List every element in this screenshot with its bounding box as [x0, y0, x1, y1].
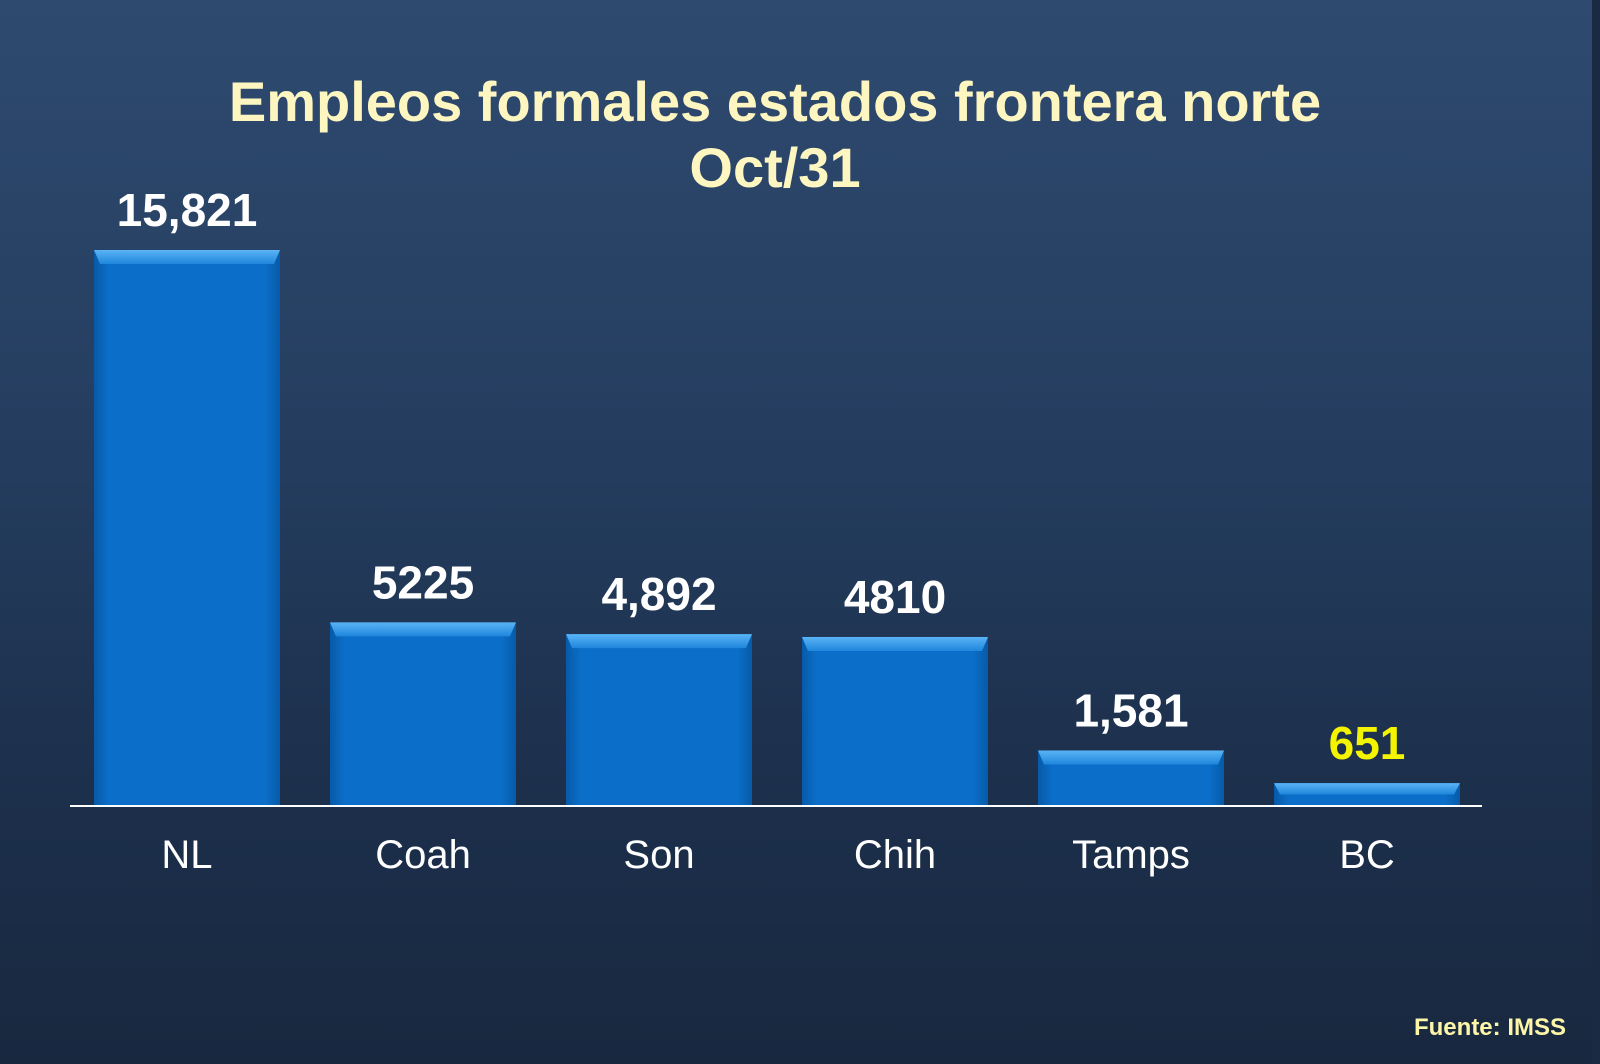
bar-body-nl: [94, 250, 280, 806]
category-label-chih: Chih: [854, 833, 936, 877]
bar-bevel-bc: [1274, 783, 1460, 795]
value-label-bc: 651: [1329, 717, 1406, 769]
chart-subtitle: Oct/31: [689, 136, 861, 199]
chart-title: Empleos formales estados frontera norte: [228, 70, 1322, 133]
value-label-chih: 4810: [844, 571, 946, 623]
bar-chih: [802, 636, 988, 806]
source-note: Fuente: IMSS: [1413, 1014, 1566, 1041]
value-label-tamps: 1,581: [1073, 684, 1188, 736]
bar-bevel-son: [566, 634, 752, 649]
bar-body-coah: [330, 622, 516, 806]
slide-edge: [1592, 0, 1600, 1064]
category-label-son: Son: [623, 833, 694, 877]
value-label-coah: 5225: [372, 556, 474, 608]
category-label-nl: NL: [161, 833, 212, 877]
category-label-bc: BC: [1339, 833, 1395, 877]
bar-body-chih: [802, 636, 988, 806]
bar-bevel-coah: [330, 622, 516, 637]
bar-bevel-chih: [802, 636, 988, 651]
bar-coah: [330, 622, 516, 806]
bar-bevel-tamps: [1038, 750, 1224, 765]
bar-son: [566, 634, 752, 806]
bar-body-son: [566, 634, 752, 806]
bar-bevel-nl: [94, 250, 280, 264]
value-label-nl: 15,821: [117, 184, 258, 236]
bar-tamps: [1038, 750, 1224, 806]
category-label-coah: Coah: [375, 833, 471, 877]
bar-bc: [1274, 783, 1460, 806]
value-label-son: 4,892: [601, 568, 716, 620]
category-label-tamps: Tamps: [1072, 833, 1190, 877]
bar-nl: [94, 250, 280, 806]
